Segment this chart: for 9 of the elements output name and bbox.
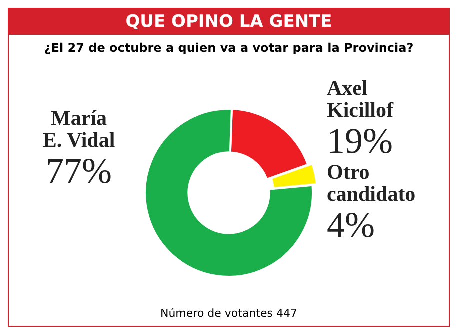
slice-label: María E. Vidal bbox=[42, 106, 116, 152]
data-label: 19% bbox=[327, 120, 393, 161]
data-label: 4% bbox=[327, 204, 375, 245]
chart-title: QUE OPINO LA GENTE bbox=[9, 9, 449, 35]
data-label: 77% bbox=[46, 150, 112, 191]
chart-subtitle: ¿El 27 de octubre a quien va a votar para la Provincia? bbox=[43, 41, 415, 55]
slice-label: Axel Kicillof bbox=[327, 76, 394, 122]
slice-label: Otro candidato bbox=[327, 160, 416, 206]
text: Número de votantes 447 bbox=[159, 306, 298, 322]
